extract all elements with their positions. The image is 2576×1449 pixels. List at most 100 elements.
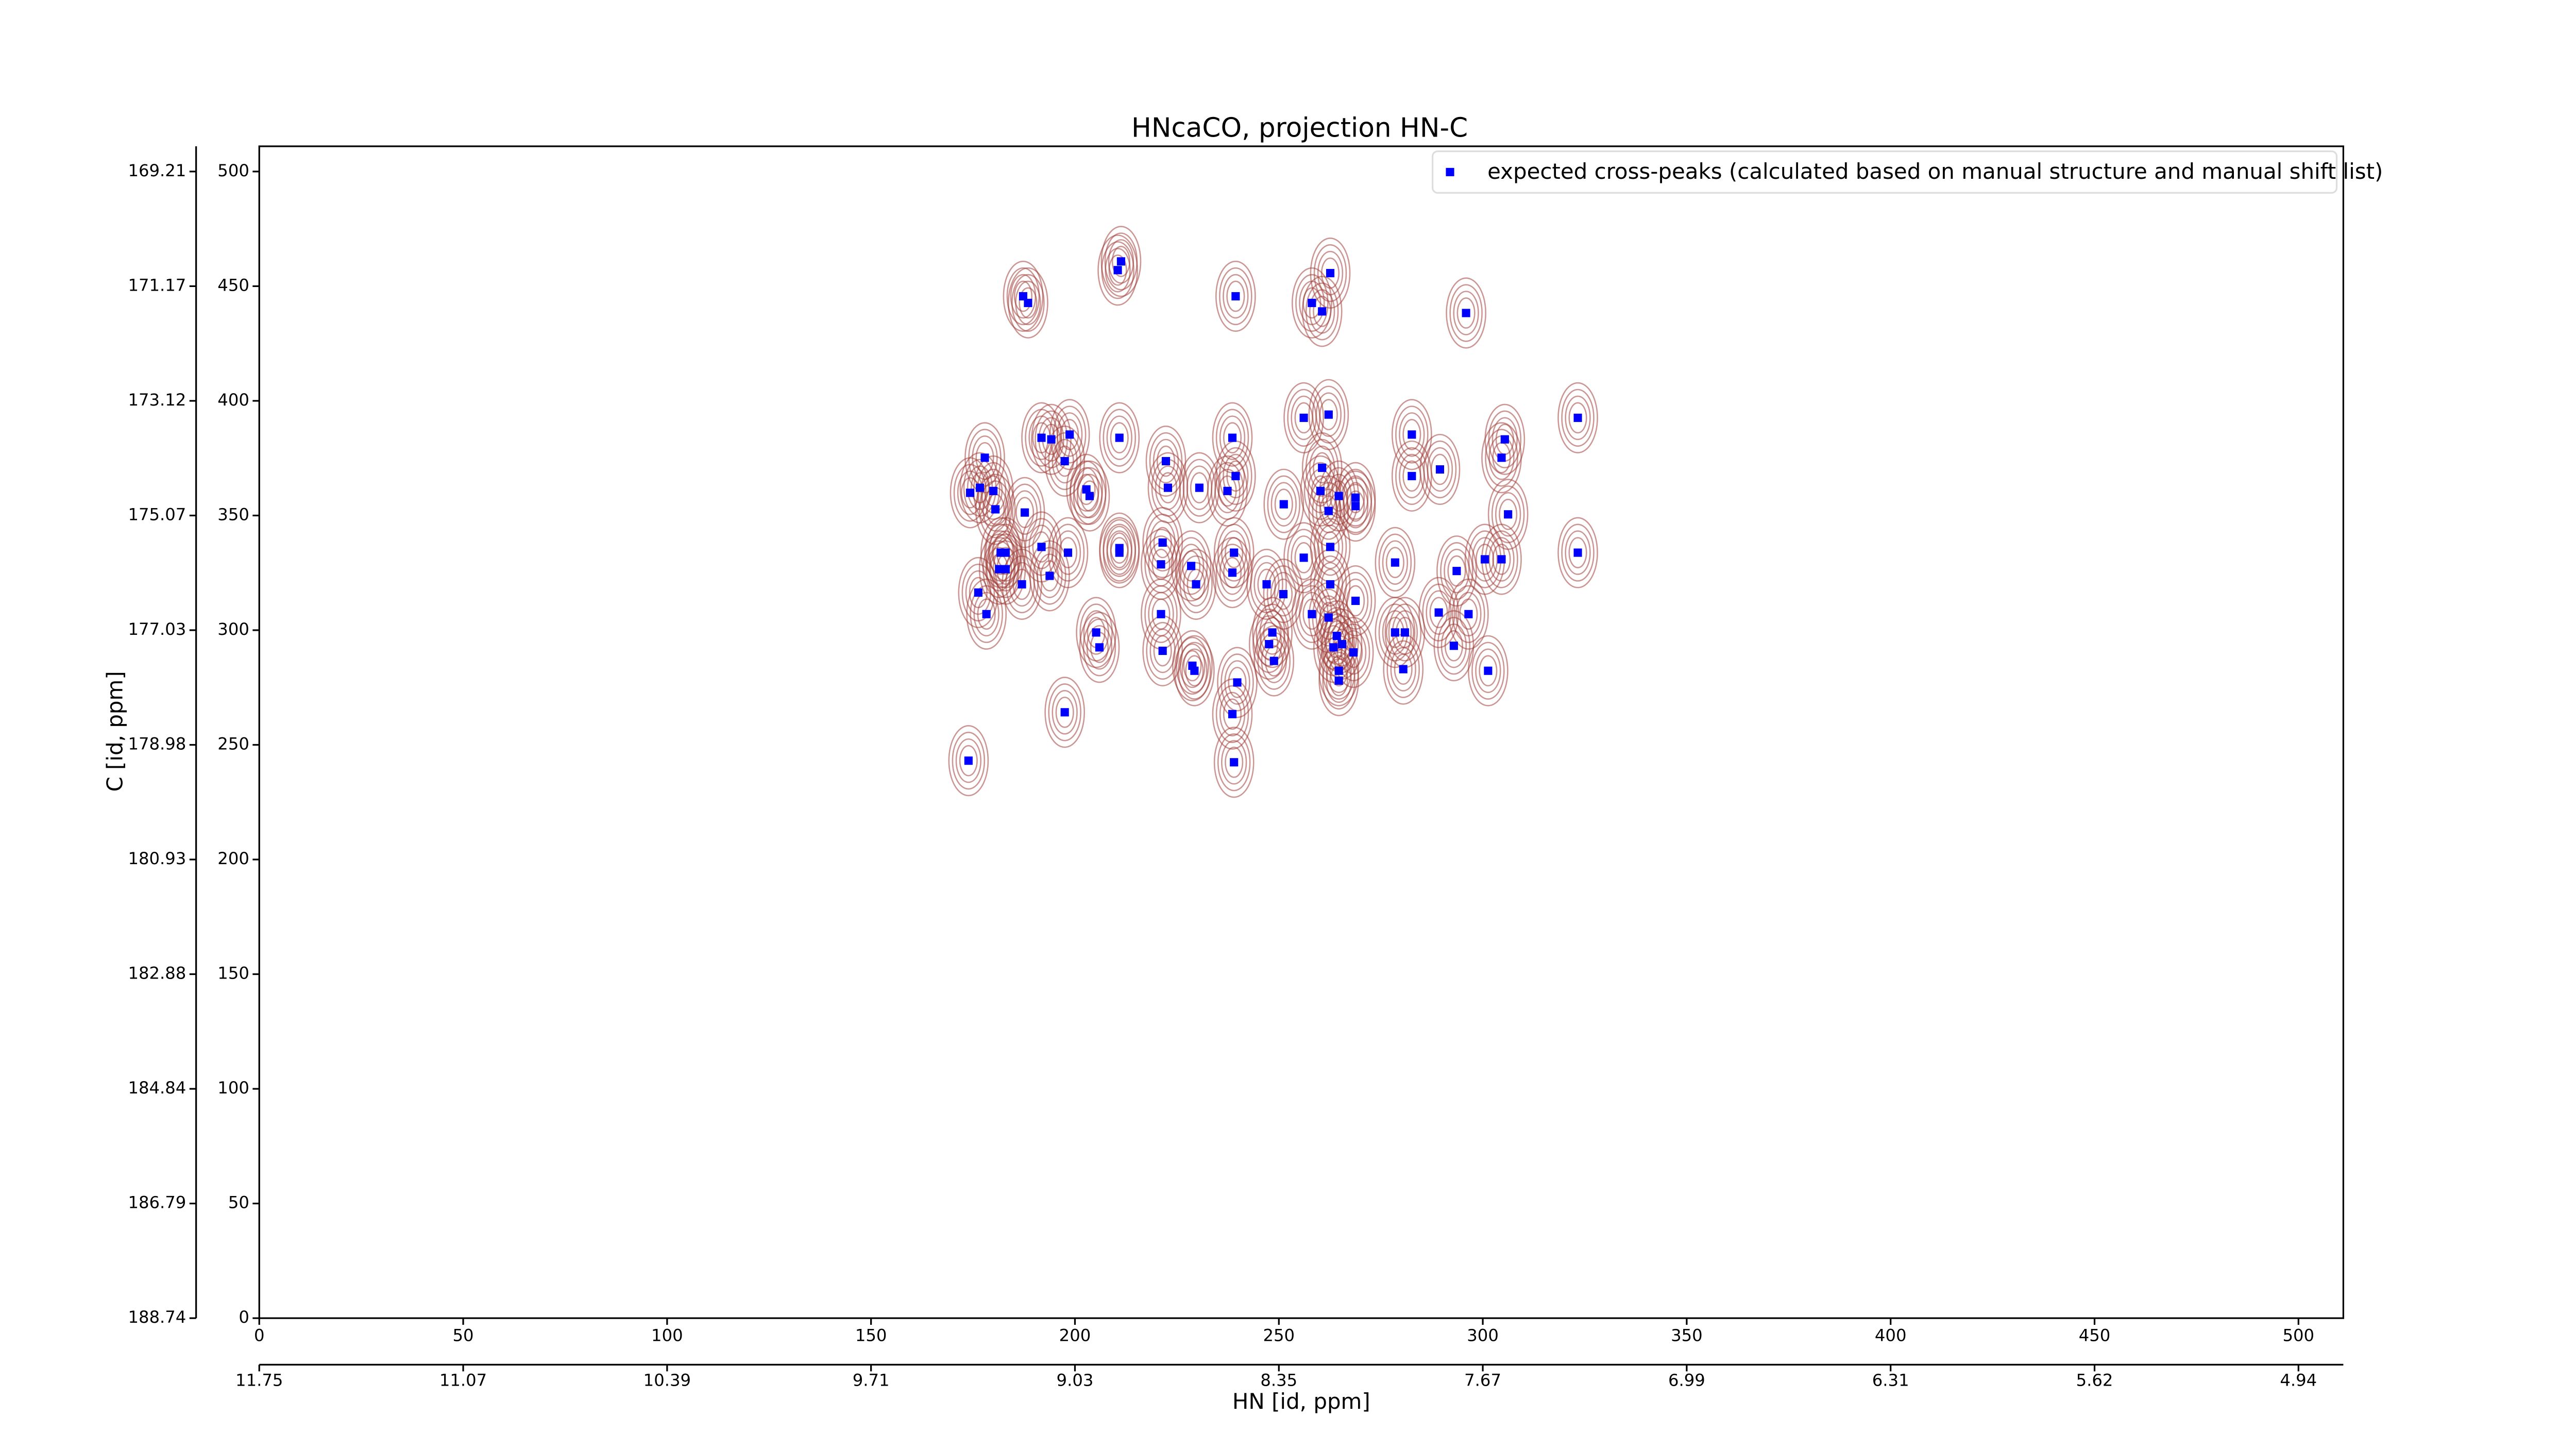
- peak-contour: [1057, 412, 1083, 457]
- cross-peak: [1060, 457, 1069, 466]
- peak-contour: [959, 745, 978, 777]
- peak-contour: [1187, 568, 1206, 600]
- peak-contour: [1565, 395, 1591, 441]
- peak-contour: [1346, 490, 1365, 522]
- peak-contour: [1215, 409, 1249, 467]
- cross-peak: [1157, 560, 1165, 569]
- peak-contour: [1076, 474, 1103, 518]
- cross-peak: [1316, 486, 1325, 495]
- x-tick-label: 200: [1059, 1326, 1091, 1345]
- cross-peak: [1326, 268, 1335, 278]
- peak-contour: [1326, 658, 1352, 703]
- cross-peak: [1349, 648, 1358, 657]
- peak-contour: [1346, 585, 1365, 617]
- peak-contour: [1031, 403, 1072, 475]
- peak-contour: [1291, 535, 1317, 580]
- y2-tick-label: 188.74: [128, 1307, 186, 1327]
- peak-contour: [1274, 578, 1293, 610]
- peak-contour: [1009, 562, 1035, 607]
- cross-peak: [1037, 543, 1046, 551]
- peak-contour: [1221, 653, 1254, 712]
- cross-peak: [1324, 507, 1333, 515]
- cross-peak: [982, 610, 991, 618]
- peak-contour: [1012, 568, 1031, 600]
- peak-contour: [975, 442, 994, 474]
- cross-peak: [1573, 548, 1582, 557]
- peak-contour: [1335, 470, 1376, 542]
- peak-contour: [1103, 409, 1137, 467]
- peak-contour: [1317, 250, 1344, 296]
- x2-tick-label: 11.75: [235, 1371, 283, 1390]
- legend-marker: [1446, 167, 1454, 176]
- peak-contour: [1430, 453, 1450, 485]
- peak-contour: [1055, 530, 1081, 575]
- peak-contour: [952, 732, 986, 790]
- peak-contour: [1342, 483, 1369, 529]
- x-tick-label: 150: [855, 1326, 887, 1345]
- peak-contour: [1320, 257, 1340, 289]
- cross-peak: [1408, 430, 1416, 439]
- peak-contour: [1108, 239, 1134, 284]
- peak-contour: [1326, 648, 1352, 693]
- x-tick-label: 50: [453, 1326, 474, 1345]
- y-tick-label: 300: [217, 619, 249, 639]
- peak-contour: [1002, 548, 1042, 620]
- peak-contour: [1315, 392, 1342, 437]
- y2-tick-label: 171.17: [128, 275, 186, 295]
- peak-contour: [1313, 244, 1347, 302]
- peak-contour: [1153, 635, 1172, 667]
- peak-contour: [1079, 612, 1120, 683]
- cross-peak: [1435, 465, 1445, 474]
- peak-contour: [1099, 517, 1140, 588]
- cross-peak: [1082, 485, 1091, 494]
- peak-contour: [1097, 234, 1138, 306]
- peak-contour: [1283, 522, 1324, 594]
- y2-tick-label: 180.93: [128, 849, 186, 868]
- peak-contour: [1111, 245, 1130, 277]
- peak-contour: [1213, 727, 1255, 798]
- peak-contour: [1218, 475, 1237, 507]
- cross-peak: [1262, 580, 1271, 589]
- peak-contour: [1219, 447, 1252, 506]
- peak-contour: [1313, 296, 1332, 327]
- peak-contour: [1044, 677, 1086, 748]
- peak-contour: [1212, 678, 1253, 750]
- cross-peak: [1113, 266, 1122, 275]
- peak-contour: [1295, 274, 1329, 332]
- cross-peak: [1318, 463, 1327, 472]
- peak-contour: [1565, 530, 1591, 575]
- y-tick-label: 450: [217, 275, 249, 295]
- cross-peak: [1462, 309, 1470, 317]
- peak-contour: [1568, 537, 1587, 568]
- cross-peak: [1318, 307, 1327, 316]
- y2-tick-label: 173.12: [128, 390, 186, 410]
- peak-contour: [1346, 482, 1365, 514]
- cross-peak: [1223, 486, 1232, 495]
- peak-contour: [1223, 274, 1249, 319]
- peak-contour: [1338, 477, 1372, 535]
- peak-contour: [1174, 635, 1215, 706]
- peak-contour: [1320, 531, 1340, 563]
- cross-peak: [1500, 435, 1509, 444]
- peak-contour: [1019, 287, 1038, 319]
- peak-contour: [1179, 555, 1213, 614]
- y2-tick-label: 175.07: [128, 504, 186, 524]
- cross-peak: [1334, 492, 1343, 500]
- peak-contour: [1248, 609, 1290, 680]
- cross-peak: [1269, 656, 1278, 665]
- cross-peak: [1190, 666, 1199, 675]
- peak-contour: [1305, 282, 1339, 341]
- cross-peak: [1115, 433, 1124, 442]
- cross-peak: [1024, 298, 1032, 307]
- peak-contour: [1391, 440, 1432, 512]
- peak-contour: [1481, 422, 1522, 494]
- peak-contour: [1207, 455, 1248, 527]
- x-tick-label: 400: [1875, 1326, 1907, 1345]
- peak-contour: [1452, 585, 1485, 643]
- cross-peak: [965, 488, 975, 497]
- peak-contour: [1390, 647, 1416, 692]
- peak-contour: [1029, 540, 1070, 612]
- legend-box: [1432, 150, 2338, 194]
- cross-peak: [1391, 558, 1399, 567]
